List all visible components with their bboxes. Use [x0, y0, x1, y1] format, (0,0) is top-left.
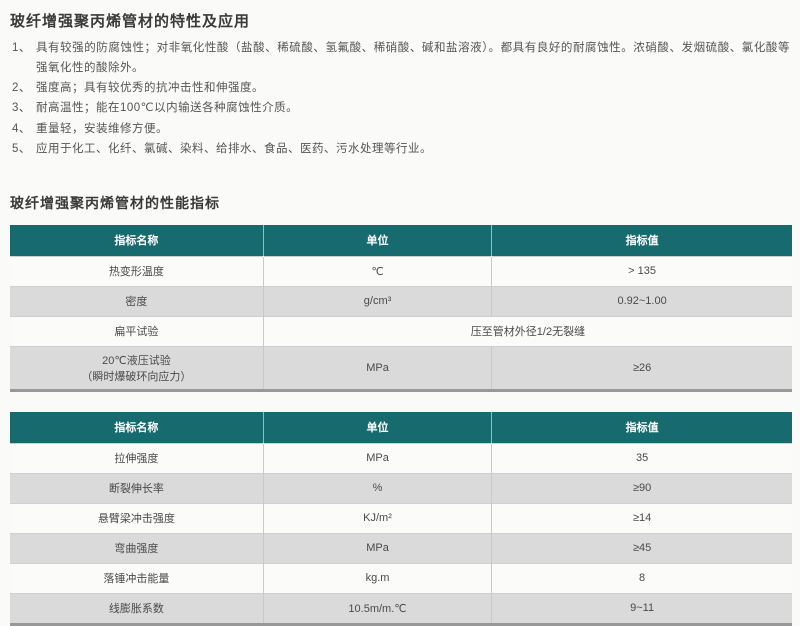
cell-name: 密度 — [10, 285, 264, 317]
list-item-number: 1、 — [12, 42, 31, 54]
list-item-number: 2、 — [12, 82, 31, 95]
cell-name: 悬臂梁冲击强度 — [10, 502, 264, 534]
list-item: 4、 重量轻，安装维修方便。 — [12, 119, 790, 139]
feature-list: 1、 具有较强的防腐蚀性；对非氧化性酸（盐酸、稀硫酸、氢氟酸、稀硝酸、碱和盐溶液… — [12, 38, 790, 159]
column-header-value: 指标值 — [491, 224, 792, 257]
cell-name: 热变形温度 — [10, 255, 264, 287]
table-row: 线膨胀系数 10.5m/m.℃ 9~11 — [10, 592, 792, 625]
table-row: 扁平试验 压至管材外径1/2无裂缝 — [10, 315, 792, 347]
table-header-row: 指标名称 单位 指标值 — [10, 224, 792, 257]
table-row: 弯曲强度 MPa ≥45 — [10, 532, 792, 564]
column-header-unit: 单位 — [262, 411, 492, 444]
cell-value: 0.92~1.00 — [491, 285, 792, 317]
cell-value: 35 — [491, 442, 792, 474]
cell-unit: kg.m — [262, 562, 493, 594]
page-title: 玻纤增强聚丙烯管材的特性及应用 — [10, 13, 251, 30]
cell-unit: g/cm³ — [262, 285, 493, 317]
table-row: 20℃液压试验 （瞬时爆破环向应力） MPa ≥26 — [10, 345, 792, 391]
section-title: 玻纤增强聚丙烯管材的性能指标 — [10, 194, 220, 211]
cell-name: 20℃液压试验 （瞬时爆破环向应力） — [10, 345, 264, 391]
cell-name-line2: （瞬时爆破环向应力） — [81, 370, 192, 383]
list-item: 3、 耐高温性；能在100℃以内输送各种腐蚀性介质。 — [12, 98, 790, 118]
cell-unit: MPa — [262, 442, 493, 474]
table-row: 热变形温度 ℃ > 135 — [10, 255, 792, 287]
cell-name-line1: 20℃液压试验 — [102, 354, 171, 367]
list-item-number: 3、 — [12, 102, 31, 115]
list-item-text: 耐高温性；能在100℃以内输送各种腐蚀性介质。 — [36, 102, 299, 115]
cell-name: 落锤冲击能量 — [10, 562, 264, 594]
cell-name: 弯曲强度 — [10, 532, 264, 564]
performance-table-1: 指标名称 单位 指标值 热变形温度 ℃ > 135 密度 g/cm³ 0.92~… — [10, 224, 792, 392]
list-item-number: 5、 — [12, 142, 31, 155]
cell-unit: MPa — [262, 532, 493, 564]
column-header-name: 指标名称 — [10, 224, 264, 257]
table-row: 悬臂梁冲击强度 KJ/m² ≥14 — [10, 502, 792, 534]
table-row: 密度 g/cm³ 0.92~1.00 — [10, 285, 792, 317]
list-item-text: 具有较强的防腐蚀性；对非氧化性酸（盐酸、稀硫酸、氢氟酸、稀硝酸、碱和盐溶液）。都… — [36, 42, 790, 75]
list-item: 2、 强度高；具有较优秀的抗冲击性和伸强度。 — [12, 78, 790, 98]
cell-unit: 10.5m/m.℃ — [262, 592, 493, 625]
table-header-row: 指标名称 单位 指标值 — [10, 411, 792, 444]
cell-merged-value: 压至管材外径1/2无裂缝 — [262, 315, 792, 347]
performance-table-2: 指标名称 单位 指标值 拉伸强度 MPa 35 断裂伸长率 % ≥90 悬臂梁冲… — [10, 411, 792, 626]
list-item: 5、 应用于化工、化纤、氯碱、染料、给排水、食品、医药、污水处理等行业。 — [12, 139, 790, 159]
list-item-number: 4、 — [12, 122, 31, 135]
cell-unit: MPa — [262, 345, 493, 391]
cell-unit: ℃ — [262, 255, 493, 287]
cell-name: 断裂伸长率 — [10, 472, 264, 504]
cell-unit: % — [262, 472, 493, 504]
cell-name: 线膨胀系数 — [10, 592, 264, 625]
cell-name: 拉伸强度 — [10, 442, 264, 474]
column-header-unit: 单位 — [262, 224, 492, 257]
cell-value: 8 — [491, 562, 792, 594]
cell-value: 9~11 — [491, 592, 792, 625]
column-header-name: 指标名称 — [10, 411, 264, 444]
list-item-text: 强度高；具有较优秀的抗冲击性和伸强度。 — [36, 82, 264, 95]
cell-value: ≥26 — [491, 345, 792, 391]
table-row: 断裂伸长率 % ≥90 — [10, 472, 792, 504]
list-item-text: 应用于化工、化纤、氯碱、染料、给排水、食品、医药、污水处理等行业。 — [36, 142, 432, 155]
list-item: 1、 具有较强的防腐蚀性；对非氧化性酸（盐酸、稀硫酸、氢氟酸、稀硝酸、碱和盐溶液… — [12, 38, 790, 78]
cell-value: > 135 — [491, 255, 792, 287]
cell-name: 扁平试验 — [10, 315, 264, 347]
cell-unit: KJ/m² — [262, 502, 493, 534]
table-row: 拉伸强度 MPa 35 — [10, 442, 792, 474]
list-item-text: 重量轻，安装维修方便。 — [36, 122, 168, 135]
cell-value: ≥45 — [491, 532, 792, 564]
column-header-value: 指标值 — [491, 411, 792, 444]
table-row: 落锤冲击能量 kg.m 8 — [10, 562, 792, 594]
cell-value: ≥90 — [491, 472, 792, 504]
cell-value: ≥14 — [491, 502, 792, 534]
